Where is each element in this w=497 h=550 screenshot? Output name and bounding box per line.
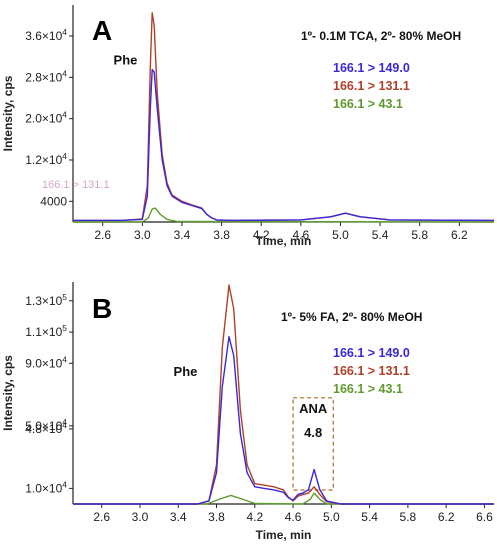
x-tick-label: 2.6 [94,228,111,242]
legend-entry: 166.1 > 149.0 [333,346,410,360]
peak-annotation: Phe [114,52,138,67]
x-tick-label: 4.2 [246,510,263,524]
x-tick-label: 4.6 [292,228,309,242]
legend-entry: 166.1 > 131.1 [333,364,410,378]
condition-label: 1º- 5% FA, 2º- 80% MeOH [281,310,422,324]
ana-label: ANA [299,401,328,416]
x-tick-label: 6.2 [451,228,468,242]
series-line-166-1-43-1 [73,207,495,223]
y-axis-label: Intensity, cps [1,355,15,431]
series-line-166-1-43-1 [73,492,494,505]
legend-entry: 166.1 > 43.1 [333,382,403,396]
ana-highlight-box [292,397,334,491]
series-line-166-1-149-0 [73,68,495,222]
y-tick-label: 9.0×104 [25,354,67,370]
chart-panel-a: 2.6 3.0 3.4 3.8 4.2 4.6 5.0 5.4 5.8 6.2 4000 1.2×10… [1,5,495,248]
x-axis-label: Time, min [256,234,312,248]
x-tick-label: 6.6 [476,510,493,524]
y-tick-label: 2.0×104 [25,110,67,126]
x-tick-label: 5.8 [411,228,428,242]
x-axis-label: Time, min [256,528,312,542]
series-line-166-1-131-1 [73,284,494,505]
panel-label: A [92,15,112,46]
y-tick-label: 2.8×104 [25,68,67,84]
panel-label: B [92,293,112,324]
y-tick-label: 1.3×105 [25,292,67,308]
y-tick-label: 3.6×104 [25,27,67,43]
chart-panel-b: 2.6 3.0 3.4 3.8 4.2 4.6 5.0 5.4 5.8 6.2 6.6 1.0×104… [1,282,494,542]
legend-entry: 166.1 > 149.0 [333,61,410,75]
x-tick-label: 5.0 [332,228,349,242]
x-tick-label: 3.4 [174,228,191,242]
x-tick-label: 3.8 [208,510,225,524]
x-tick-label: 3.8 [213,228,230,242]
x-tick-label: 5.4 [372,228,389,242]
y-tick-label: 1.2×104 [25,151,67,167]
y-tick-label: 4000 [40,194,67,208]
x-tick-label: 5.4 [361,510,378,524]
x-tick-label: 5.0 [323,510,340,524]
y-tick-label: 4.8×104 [25,420,67,436]
x-tick-label: 3.0 [134,228,151,242]
ana-time-label: 4.8 [304,425,322,440]
y-tick-label: 5.0×104 [25,417,67,433]
y-tick-label: 1.0×104 [25,479,67,495]
y-tick-label: 1.1×105 [25,323,67,339]
x-tick-label: 3.4 [170,510,187,524]
x-tick-label: 4.6 [285,510,302,524]
x-tick-label: 5.8 [400,510,417,524]
condition-label: 1º- 0.1M TCA, 2º- 80% MeOH [301,29,461,43]
peak-annotation: Phe [174,364,198,379]
x-tick-label: 3.0 [132,510,149,524]
legend-entry: 166.1 > 131.1 [333,79,410,93]
x-tick-label: 6.2 [438,510,455,524]
x-tick-label: 2.6 [93,510,110,524]
ghost-label: 166.1 > 131.1 [42,179,110,191]
series-line-166-1-131-1 [73,12,495,222]
series-line-166-1-149-0 [73,336,494,505]
x-tick-label: 4.2 [253,228,270,242]
y-axis-label: Intensity, cps [1,75,15,151]
legend-entry: 166.1 > 43.1 [333,97,403,111]
